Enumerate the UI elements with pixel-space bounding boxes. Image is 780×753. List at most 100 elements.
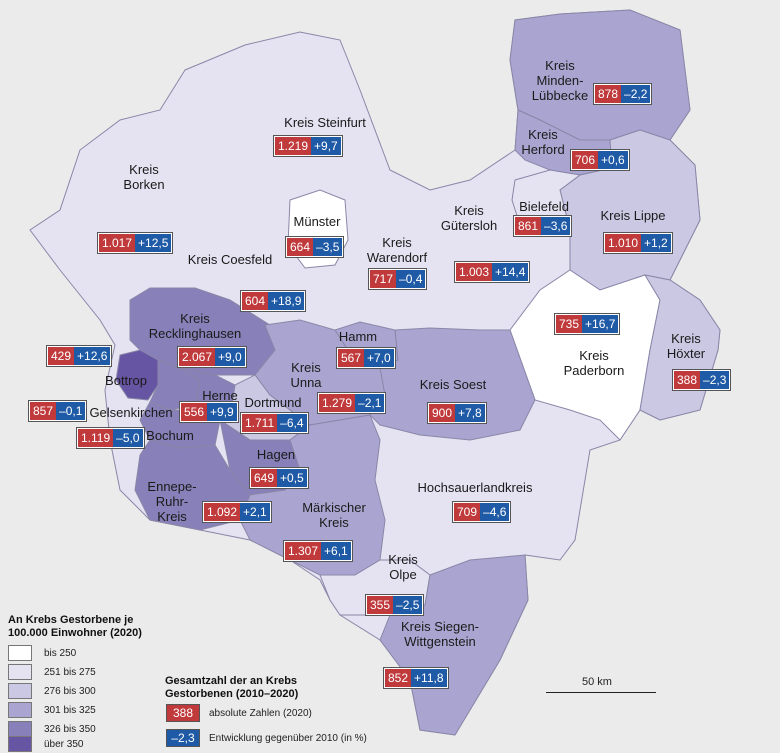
badge-change: +12,5 bbox=[135, 234, 172, 252]
badge-change: –0,4 bbox=[396, 270, 426, 288]
legend-swatch bbox=[8, 721, 32, 737]
badge-recklinghausen: 2.067 +9,0 bbox=[178, 347, 246, 367]
badge-steinfurt: 1.219 +9,7 bbox=[274, 136, 342, 156]
badge-absolute: 604 bbox=[242, 292, 269, 310]
badge-borken: 1.017 +12,5 bbox=[98, 233, 173, 253]
label-line: Kreis bbox=[157, 509, 187, 524]
label-line: Herford bbox=[521, 142, 565, 157]
region-soest bbox=[369, 327, 536, 441]
badge-change: +12,6 bbox=[74, 347, 111, 365]
badge-absolute: 664 bbox=[287, 238, 314, 256]
badge-ennepe-ruhr: 1.092 +2,1 bbox=[203, 502, 271, 522]
legend-item-label: 326 bis 350 bbox=[44, 723, 96, 735]
badge-change: –3,5 bbox=[313, 238, 343, 256]
label-line: Kreis bbox=[180, 311, 210, 326]
label-coesfeld: Kreis Coesfeld bbox=[187, 252, 273, 267]
badge-guetersloh: 1.003 +14,4 bbox=[455, 262, 530, 282]
badge-change: +0,5 bbox=[277, 469, 307, 487]
badge-absolute: 1.003 bbox=[456, 263, 493, 281]
badge-bielefeld: 861 –3,6 bbox=[514, 216, 572, 236]
legend-item: bis 250 bbox=[8, 645, 76, 661]
legend-item-label: über 350 bbox=[44, 738, 84, 750]
legend-swatch bbox=[8, 736, 32, 752]
badge-change: +16,7 bbox=[582, 315, 619, 333]
legend-item: 326 bis 350 bbox=[8, 721, 96, 737]
legend-title-line: Gesamtzahl der an Krebs bbox=[165, 675, 298, 687]
badge-change: –4,6 bbox=[480, 503, 510, 521]
label-hagen: Hagen bbox=[256, 447, 296, 462]
legend-item: 276 bis 300 bbox=[8, 683, 96, 699]
label-herford: Kreis Herford bbox=[521, 127, 564, 157]
badge-minden-luebbecke: 878 –2,2 bbox=[594, 84, 652, 104]
badge-absolute: 1.307 bbox=[285, 542, 322, 560]
badge-change: –2,2 bbox=[621, 85, 651, 103]
badge-absolute: 1.711 bbox=[242, 414, 278, 432]
legend-absolute-sample: 388 bbox=[167, 705, 199, 721]
badge-lippe: 1.010 +1,2 bbox=[604, 233, 672, 253]
badge-absolute: 735 bbox=[556, 315, 583, 333]
badge-absolute: 388 bbox=[674, 371, 701, 389]
badge-herford: 706 +0,6 bbox=[571, 150, 629, 170]
badge-bottrop: 429 +12,6 bbox=[47, 346, 112, 366]
legend-item-label: 251 bis 275 bbox=[44, 666, 96, 678]
label-line: Höxter bbox=[666, 346, 706, 361]
badge-change: –0,1 bbox=[56, 402, 86, 420]
badge-absolute: 1.219 bbox=[275, 137, 312, 155]
legend-change-item: –2,3 Entwicklung gegenüber 2010 (in %) bbox=[167, 730, 367, 746]
label-soest: Kreis Soest bbox=[419, 377, 487, 392]
label-line: Kreis bbox=[319, 515, 349, 530]
badge-olpe: 355 –2,5 bbox=[366, 595, 424, 615]
badge-change: +14,4 bbox=[492, 263, 529, 281]
label-line: Recklinghausen bbox=[148, 326, 242, 341]
label-line: Kreis bbox=[545, 58, 575, 73]
badge-change: +18,9 bbox=[268, 292, 305, 310]
label-muenster: Münster bbox=[293, 214, 341, 229]
label-line: Kreis bbox=[291, 360, 321, 375]
label-warendorf: Kreis Warendorf bbox=[367, 235, 427, 265]
badge-hochsauerland: 709 –4,6 bbox=[453, 502, 511, 522]
label-hamm: Hamm bbox=[338, 329, 378, 344]
label-borken: Kreis Borken bbox=[123, 162, 164, 192]
scale-bar bbox=[546, 692, 656, 693]
badge-herne: 556 +9,9 bbox=[180, 402, 238, 422]
badge-absolute: 717 bbox=[370, 270, 397, 288]
badge-change: +9,9 bbox=[207, 403, 237, 421]
label-lippe: Kreis Lippe bbox=[600, 208, 666, 223]
legend-absolute-text: absolute Zahlen (2020) bbox=[209, 707, 312, 719]
scale-label: 50 km bbox=[582, 676, 612, 688]
label-line: Kreis bbox=[388, 552, 418, 567]
badge-change: +11,8 bbox=[411, 669, 447, 687]
badge-hamm: 567 +7,0 bbox=[337, 348, 395, 368]
legend-total-title: Gesamtzahl der an Krebs Gestorbenen (201… bbox=[165, 675, 298, 701]
label-unna: Kreis Unna bbox=[290, 360, 321, 390]
label-line: Unna bbox=[290, 375, 322, 390]
badge-bochum: 1.119 –5,0 bbox=[77, 428, 144, 448]
badge-absolute: 1.017 bbox=[99, 234, 136, 252]
legend-swatch bbox=[8, 683, 32, 699]
legend-item: 251 bis 275 bbox=[8, 664, 96, 680]
legend-item-label: bis 250 bbox=[44, 647, 77, 659]
label-line: Kreis bbox=[382, 235, 412, 250]
badge-change: –2,5 bbox=[393, 596, 423, 614]
badge-absolute: 709 bbox=[454, 503, 481, 521]
label-hoexter: Kreis Höxter bbox=[667, 331, 705, 361]
legend-change-sample: –2,3 bbox=[167, 730, 199, 746]
legend-item-label: 301 bis 325 bbox=[44, 704, 96, 716]
label-bottrop: Bottrop bbox=[105, 373, 147, 388]
label-line: Kreis bbox=[129, 162, 159, 177]
badge-change: +2,1 bbox=[240, 503, 270, 521]
label-line: Paderborn bbox=[563, 363, 625, 378]
label-line: Ruhr- bbox=[155, 494, 189, 509]
badge-soest: 900 +7,8 bbox=[428, 403, 486, 423]
label-line: Kreis bbox=[454, 203, 484, 218]
legend-title-line: 100.000 Einwohner (2020) bbox=[8, 627, 142, 639]
label-dortmund: Dortmund bbox=[244, 395, 302, 410]
label-bielefeld: Bielefeld bbox=[519, 199, 569, 214]
badge-change: +0,6 bbox=[598, 151, 628, 169]
badge-warendorf: 717 –0,4 bbox=[369, 269, 427, 289]
label-line: Märkischer bbox=[302, 500, 366, 515]
legend-change-text: Entwicklung gegenüber 2010 (in %) bbox=[209, 732, 367, 744]
badge-change: +6,1 bbox=[321, 542, 351, 560]
badge-change: –3,6 bbox=[541, 217, 571, 235]
label-steinfurt: Kreis Steinfurt bbox=[284, 115, 366, 130]
